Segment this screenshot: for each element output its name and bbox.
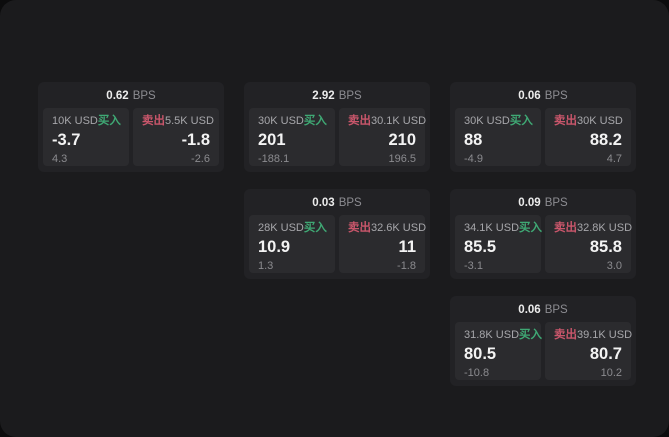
- sell-amount-label: 30.1K USD: [371, 115, 427, 127]
- buy-amount-label: 30K USD: [464, 115, 510, 127]
- buy-tag: 买入: [303, 222, 327, 234]
- sell-quote-pane[interactable]: 卖出 32.8K USD 85.8 3.0: [545, 215, 633, 273]
- quote-panes: 30K USD 买入 88 -4.9 卖出 30K USD 88.2 4.7: [450, 108, 636, 166]
- buy-sub-value: 1.3: [258, 260, 274, 272]
- sell-price-value: 85.8: [589, 238, 622, 256]
- quote-panes: 10K USD 买入 -3.7 4.3 卖出 5.5K USD -1.8 -2.…: [38, 108, 224, 166]
- bps-unit-label: BPS: [132, 89, 156, 102]
- sell-price-value: 210: [388, 131, 416, 149]
- quote-card: 0.06 BPS 31.8K USD 买入 80.5 -10.8 卖出 39.1…: [450, 296, 636, 386]
- sell-quote-pane[interactable]: 卖出 32.6K USD 11 -1.8: [339, 215, 427, 273]
- sell-tag: 卖出: [348, 115, 371, 127]
- sell-price-value: 80.7: [589, 345, 622, 363]
- buy-quote-pane[interactable]: 34.1K USD 买入 85.5 -3.1: [455, 215, 543, 273]
- buy-amount-label: 10K USD: [52, 115, 98, 127]
- buy-quote-pane[interactable]: 10K USD 买入 -3.7 4.3: [43, 108, 129, 166]
- sell-quote-pane[interactable]: 卖出 30.1K USD 210 196.5: [339, 108, 427, 166]
- bps-unit-label: BPS: [338, 196, 362, 209]
- spread-header: 0.06 BPS: [450, 296, 636, 322]
- quote-panes: 31.8K USD 买入 80.5 -10.8 卖出 39.1K USD 80.…: [450, 322, 636, 380]
- bps-unit-label: BPS: [338, 89, 362, 102]
- buy-price-value: 85.5: [464, 238, 497, 256]
- buy-price-value: 88: [464, 131, 483, 149]
- quote-card: 0.06 BPS 30K USD 买入 88 -4.9 卖出 30K USD 8…: [450, 82, 636, 172]
- sell-price-value: 11: [398, 238, 416, 256]
- bps-unit-label: BPS: [544, 89, 568, 102]
- quote-card: 0.03 BPS 28K USD 买入 10.9 1.3 卖出 32.6K US…: [244, 189, 430, 279]
- sell-price-value: 88.2: [589, 131, 622, 149]
- sell-sub-value: -2.6: [191, 153, 210, 165]
- sell-quote-pane[interactable]: 卖出 5.5K USD -1.8 -2.6: [133, 108, 219, 166]
- quote-card: 2.92 BPS 30K USD 买入 201 -188.1 卖出 30.1K …: [244, 82, 430, 172]
- spread-bps-value: 2.92: [312, 89, 335, 102]
- sell-quote-pane[interactable]: 卖出 30K USD 88.2 4.7: [545, 108, 631, 166]
- sell-tag: 卖出: [554, 115, 577, 127]
- spread-bps-value: 0.06: [518, 303, 541, 316]
- quote-card: 0.09 BPS 34.1K USD 买入 85.5 -3.1 卖出 32.8K…: [450, 189, 636, 279]
- spread-header: 2.92 BPS: [244, 82, 430, 108]
- buy-quote-pane[interactable]: 30K USD 买入 88 -4.9: [455, 108, 541, 166]
- buy-tag: 买入: [303, 115, 327, 127]
- sell-sub-value: 3.0: [606, 260, 622, 272]
- buy-amount-label: 34.1K USD: [464, 222, 520, 234]
- spread-bps-value: 0.09: [518, 196, 541, 209]
- sell-sub-value: 4.7: [606, 153, 622, 165]
- buy-price-value: -3.7: [52, 131, 81, 149]
- sell-amount-label: 32.8K USD: [577, 222, 633, 234]
- spread-header: 0.03 BPS: [244, 189, 430, 215]
- buy-price-value: 201: [258, 131, 286, 149]
- sell-price-value: -1.8: [181, 131, 210, 149]
- buy-sub-value: -4.9: [464, 153, 483, 165]
- buy-tag: 买入: [519, 329, 543, 341]
- spread-header: 0.06 BPS: [450, 82, 636, 108]
- buy-tag: 买入: [97, 115, 121, 127]
- sell-sub-value: 10.2: [600, 367, 622, 379]
- spread-bps-value: 0.06: [518, 89, 541, 102]
- sell-amount-label: 39.1K USD: [577, 329, 633, 341]
- spread-header: 0.62 BPS: [38, 82, 224, 108]
- buy-amount-label: 31.8K USD: [464, 329, 520, 341]
- quote-card: 0.62 BPS 10K USD 买入 -3.7 4.3 卖出 5.5K USD…: [38, 82, 224, 172]
- quote-panes: 28K USD 买入 10.9 1.3 卖出 32.6K USD 11 -1.8: [244, 215, 430, 273]
- buy-amount-label: 28K USD: [258, 222, 304, 234]
- buy-price-value: 10.9: [258, 238, 291, 256]
- buy-amount-label: 30K USD: [258, 115, 304, 127]
- sell-quote-pane[interactable]: 卖出 39.1K USD 80.7 10.2: [545, 322, 633, 380]
- quote-panes: 34.1K USD 买入 85.5 -3.1 卖出 32.8K USD 85.8…: [450, 215, 636, 273]
- buy-sub-value: -10.8: [464, 367, 490, 379]
- buy-quote-pane[interactable]: 28K USD 买入 10.9 1.3: [249, 215, 335, 273]
- buy-sub-value: -3.1: [464, 260, 483, 272]
- buy-sub-value: 4.3: [52, 153, 68, 165]
- bps-unit-label: BPS: [544, 303, 568, 316]
- buy-tag: 买入: [509, 115, 533, 127]
- bps-unit-label: BPS: [544, 196, 568, 209]
- buy-quote-pane[interactable]: 30K USD 买入 201 -188.1: [249, 108, 335, 166]
- spread-header: 0.09 BPS: [450, 189, 636, 215]
- buy-sub-value: -188.1: [258, 153, 290, 165]
- sell-sub-value: -1.8: [397, 260, 416, 272]
- buy-quote-pane[interactable]: 31.8K USD 买入 80.5 -10.8: [455, 322, 543, 380]
- sell-tag: 卖出: [554, 329, 577, 341]
- sell-tag: 卖出: [554, 222, 577, 234]
- quote-panes: 30K USD 买入 201 -188.1 卖出 30.1K USD 210 1…: [244, 108, 430, 166]
- spread-bps-value: 0.62: [106, 89, 129, 102]
- spread-bps-value: 0.03: [312, 196, 335, 209]
- sell-amount-label: 30K USD: [577, 115, 623, 127]
- sell-tag: 卖出: [142, 115, 165, 127]
- buy-price-value: 80.5: [464, 345, 497, 363]
- sell-amount-label: 5.5K USD: [165, 115, 214, 127]
- sell-tag: 卖出: [348, 222, 371, 234]
- buy-tag: 买入: [519, 222, 543, 234]
- sell-sub-value: 196.5: [388, 153, 416, 165]
- sell-amount-label: 32.6K USD: [371, 222, 427, 234]
